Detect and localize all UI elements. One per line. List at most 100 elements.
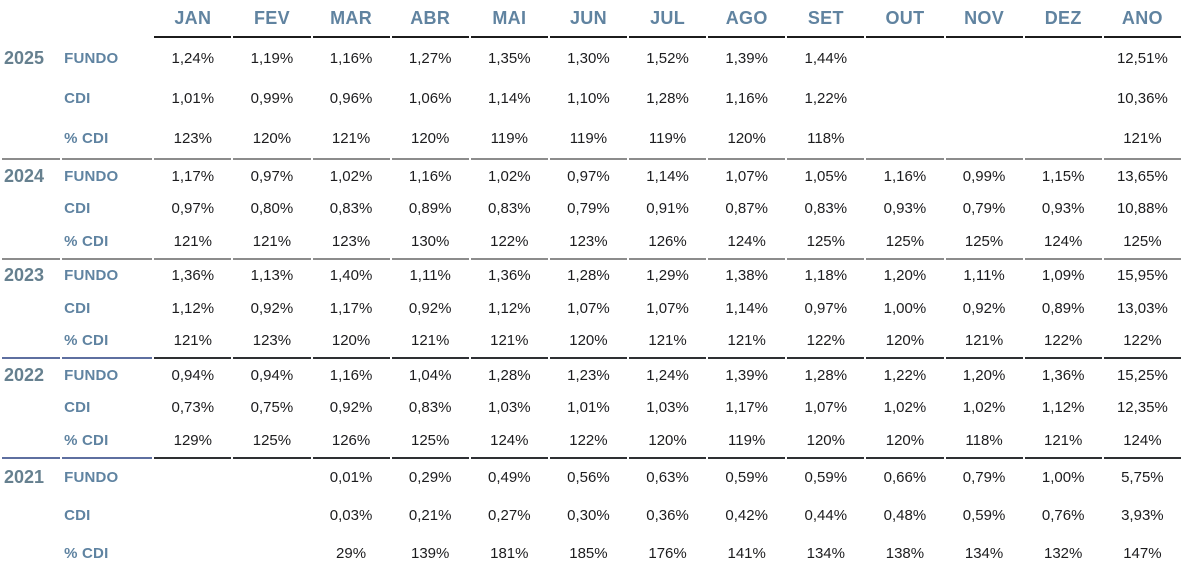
- row-label: CDI: [64, 399, 91, 417]
- value-cell: 134%: [806, 545, 845, 562]
- value-cell: 0,89%: [408, 200, 452, 218]
- year-spacer: [2, 424, 60, 457]
- column-header-fev: FEV: [233, 0, 311, 38]
- column-header-dez: DEZ: [1024, 0, 1102, 38]
- value-cell: 120%: [411, 129, 450, 147]
- table-row: % CDI 121% 123% 120% 121% 121% 120% 121% 121% 122…: [2, 325, 1181, 358]
- value-cell: 1,39%: [725, 49, 768, 67]
- value-cell: [946, 78, 1023, 118]
- value-cell: 147%: [1123, 545, 1162, 562]
- value-cell: 0,66%: [866, 456, 944, 497]
- year-spacer: [2, 193, 60, 226]
- label-column-spacer: [62, 0, 152, 38]
- value-cell: 121%: [331, 129, 371, 147]
- value-cell: 120%: [806, 431, 845, 449]
- value-cell: 0,79%: [945, 456, 1023, 497]
- value-cell: 1,10%: [567, 89, 610, 107]
- column-header-jun: JUN: [549, 0, 627, 38]
- value-cell: 0,59%: [962, 507, 1006, 524]
- value-cell: 122%: [806, 332, 845, 350]
- value-cell: 0,93%: [1041, 200, 1085, 218]
- year-spacer: [2, 392, 60, 425]
- value-cell: 0,49%: [470, 456, 548, 497]
- value-cell: 120%: [648, 431, 687, 449]
- row-label: CDI: [64, 507, 91, 524]
- value-cell: [946, 38, 1023, 78]
- value-cell: 10,36%: [1116, 89, 1168, 107]
- value-cell: 0,79%: [567, 200, 610, 218]
- column-header-nov: NOV: [945, 0, 1023, 38]
- value-cell: 1,05%: [787, 158, 865, 193]
- table-header-row: JAN FEV MAR ABR MAI JUN JUL AGO SET OUT NOV DEZ ANO: [2, 0, 1181, 38]
- value-cell: 121%: [964, 332, 1004, 350]
- year-spacer: [2, 325, 60, 358]
- value-cell: 1,04%: [391, 357, 469, 392]
- value-cell: 118%: [965, 431, 1003, 449]
- value-cell: 0,93%: [883, 200, 927, 218]
- value-cell: 0,76%: [1041, 507, 1085, 524]
- value-cell: 0,48%: [883, 507, 927, 524]
- value-cell: 124%: [490, 431, 529, 449]
- value-cell: 15,95%: [1103, 257, 1181, 293]
- column-header-mai: MAI: [470, 0, 548, 38]
- value-cell: 1,20%: [866, 257, 944, 293]
- value-cell: 0,21%: [408, 507, 452, 524]
- value-cell: 0,73%: [171, 399, 215, 417]
- year-spacer: [2, 292, 60, 325]
- value-cell: 126%: [331, 431, 371, 449]
- value-cell: 1,52%: [646, 49, 689, 67]
- value-cell: 121%: [411, 332, 450, 350]
- value-cell: 1,17%: [154, 158, 232, 193]
- value-cell: [866, 78, 943, 118]
- column-header-ago: AGO: [708, 0, 786, 38]
- value-cell: 1,15%: [1024, 158, 1102, 193]
- value-cell: 120%: [885, 431, 925, 449]
- value-cell: 124%: [1123, 431, 1162, 449]
- value-cell: 126%: [648, 232, 687, 250]
- value-cell: 1,16%: [312, 357, 390, 392]
- value-cell: 0,97%: [233, 158, 311, 193]
- value-cell: 0,80%: [250, 200, 294, 218]
- year-label: 2022: [2, 357, 61, 392]
- value-cell: [233, 456, 311, 497]
- value-cell: 1,02%: [883, 399, 927, 417]
- value-cell: 120%: [727, 129, 766, 147]
- value-cell: 176%: [648, 545, 687, 562]
- value-cell: 0,99%: [945, 158, 1023, 193]
- column-header-ano: ANO: [1103, 0, 1181, 38]
- value-cell: 123%: [331, 232, 371, 250]
- row-label: FUNDO: [62, 357, 153, 392]
- value-cell: 13,03%: [1116, 299, 1168, 317]
- value-cell: 1,22%: [866, 357, 944, 392]
- value-cell: 1,09%: [1024, 257, 1102, 293]
- value-cell: 1,12%: [488, 299, 531, 317]
- value-cell: 3,93%: [1121, 507, 1164, 524]
- value-cell: 1,07%: [646, 299, 689, 317]
- value-cell: 121%: [490, 332, 529, 350]
- value-cell: 0,83%: [408, 399, 452, 417]
- value-cell: [154, 535, 231, 564]
- value-cell: [866, 118, 943, 158]
- value-cell: 0,99%: [250, 89, 294, 107]
- year-label: 2021: [2, 456, 61, 497]
- table-row: % CDI 121% 121% 123% 130% 122% 123% 126% 124% 125…: [2, 225, 1181, 258]
- value-cell: 0,94%: [233, 357, 311, 392]
- value-cell: [946, 118, 1023, 158]
- value-cell: 1,18%: [787, 257, 865, 293]
- table-row: CDI 0,73% 0,75% 0,92% 0,83% 1,03% 1,01% 1,03% 1,…: [2, 392, 1181, 425]
- value-cell: 121%: [173, 232, 212, 250]
- value-cell: 0,87%: [725, 200, 768, 218]
- value-cell: 1,36%: [154, 257, 232, 293]
- value-cell: 0,29%: [391, 456, 469, 497]
- value-cell: [866, 38, 943, 78]
- table-row: 2021 FUNDO 0,01% 0,29% 0,49% 0,56% 0,63% 0,59% 0…: [2, 456, 1181, 497]
- value-cell: 125%: [964, 232, 1004, 250]
- value-cell: 123%: [569, 232, 608, 250]
- year-spacer: [2, 118, 60, 158]
- row-label: % CDI: [64, 545, 109, 562]
- year-spacer: [2, 225, 60, 258]
- value-cell: 0,89%: [1041, 299, 1085, 317]
- value-cell: 1,12%: [171, 299, 215, 317]
- value-cell: 122%: [569, 431, 608, 449]
